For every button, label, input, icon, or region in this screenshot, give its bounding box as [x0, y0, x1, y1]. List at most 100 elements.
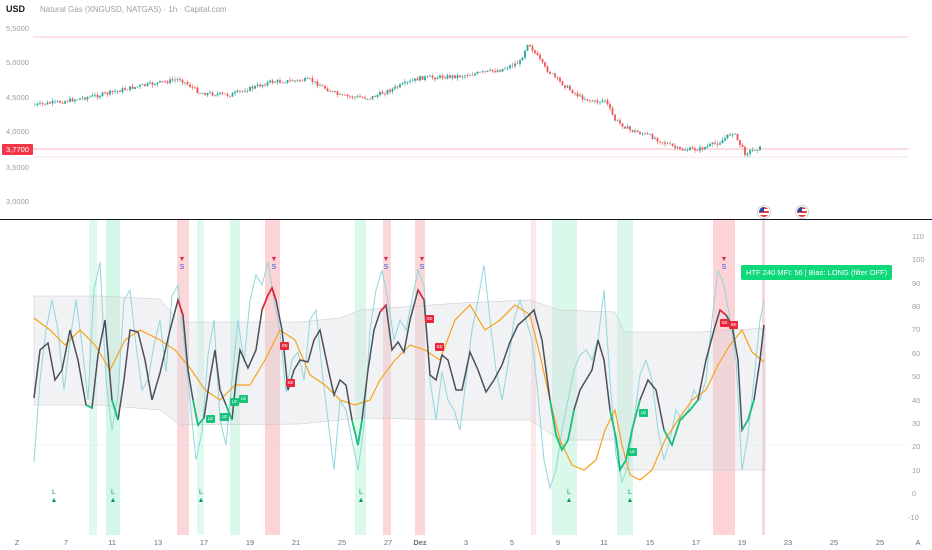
candle-body: [606, 100, 609, 105]
time-tick: 25: [829, 538, 839, 547]
candle-body: [204, 93, 206, 96]
candle-body: [746, 153, 749, 155]
candle-body: [39, 102, 41, 104]
candle-body: [681, 148, 684, 151]
candle-body: [386, 89, 389, 94]
pane-divider[interactable]: [0, 219, 932, 220]
time-tick: 21: [291, 538, 301, 547]
candle-body: [431, 75, 434, 78]
candle-body: [559, 77, 561, 82]
long-arrow-icon: ▲: [109, 497, 117, 504]
long-arrow-icon: ▲: [197, 497, 205, 504]
candle-body: [461, 76, 464, 78]
candle-body: [264, 84, 266, 86]
candle-body: [469, 75, 471, 76]
candle-body: [184, 82, 186, 83]
indicator-pane[interactable]: 110 100 90 80 70 60 50 40 30 20 10 0 -10: [0, 220, 932, 535]
candle-body: [626, 126, 629, 129]
time-tick: 17: [691, 538, 701, 547]
candle-body: [411, 80, 414, 82]
candle-body: [629, 126, 631, 130]
candle-body: [229, 95, 231, 97]
mfi-tick: -10: [908, 513, 919, 522]
candle-body: [216, 93, 219, 96]
candle-body: [239, 90, 241, 92]
candle-body: [426, 76, 429, 77]
candle-body: [521, 57, 524, 61]
candle-body: [686, 150, 689, 151]
mfi-tick: 80: [912, 302, 920, 311]
mfi-tick: 10: [912, 466, 920, 475]
candle-body: [729, 134, 731, 136]
us-flag-icon[interactable]: [757, 205, 771, 219]
timezone-toggle[interactable]: Z: [14, 538, 20, 547]
candle-body: [416, 78, 419, 81]
candle-body: [664, 142, 666, 144]
candle-body: [639, 132, 641, 135]
candle-body: [351, 96, 354, 98]
currency-label: USD: [6, 4, 26, 14]
candle-body: [304, 78, 306, 82]
candle-body: [271, 80, 274, 83]
candle-body: [429, 75, 431, 77]
candle-body: [236, 90, 239, 92]
candle-body: [514, 63, 516, 67]
us-flag-icon[interactable]: [795, 205, 809, 219]
short-arrow-icon: ▼: [178, 256, 186, 263]
candle-body: [366, 98, 369, 100]
candle-body: [201, 93, 204, 94]
candle-body: [511, 65, 514, 67]
candle-body: [711, 142, 714, 145]
candle-body: [166, 81, 169, 83]
mfi-overbought-segment: [177, 285, 727, 316]
candle-body: [169, 79, 171, 83]
candle-body: [46, 102, 49, 105]
time-axis[interactable]: Z 7 11 13 17 19 21 25 27 Dez 3 5 9 11 15…: [0, 535, 932, 550]
price-tick: 5,5000: [6, 24, 29, 33]
price-chart[interactable]: 5,5000 5,0000 4,5000 4,0000 3,5000 3,000…: [0, 0, 932, 219]
candle-body: [324, 85, 326, 89]
candle-body: [651, 134, 654, 140]
candle-body: [156, 82, 159, 85]
candle-body: [299, 79, 301, 81]
candle-body: [41, 102, 44, 104]
candle-body: [419, 76, 421, 81]
candle-body: [474, 73, 476, 76]
candle-body: [144, 84, 146, 86]
candle-body: [614, 114, 616, 121]
candle-body: [54, 101, 56, 102]
candle-body: [504, 68, 506, 70]
candle-body: [584, 99, 586, 100]
long-label: L: [199, 489, 203, 496]
candle-body: [506, 68, 509, 69]
candle-body: [539, 55, 541, 60]
symbol-title[interactable]: Natural Gas (XNGUSD, NATGAS) · 1h · Capi…: [40, 5, 227, 14]
candle-body: [434, 77, 436, 80]
auto-scale-toggle[interactable]: A: [915, 538, 921, 547]
candle-body: [691, 147, 694, 149]
candle-body: [534, 50, 536, 53]
candle-body: [226, 93, 229, 96]
candle-body: [709, 144, 711, 147]
candle-body: [36, 103, 39, 105]
candle-body: [56, 101, 59, 102]
short-entry-tag: SE: [435, 343, 444, 351]
candle-body: [176, 79, 179, 80]
time-tick: 17: [199, 538, 209, 547]
candle-body: [561, 81, 564, 86]
chart-header: USD Natural Gas (XNGUSD, NATGAS) · 1h · …: [0, 0, 932, 20]
candle-body: [704, 147, 706, 150]
candle-body: [389, 89, 391, 92]
candle-body: [111, 90, 114, 92]
candle-body: [174, 79, 176, 81]
price-pane[interactable]: 5,5000 5,0000 4,5000 4,0000 3,5000 3,000…: [0, 0, 932, 219]
candle-body: [731, 134, 734, 136]
candle-body: [599, 101, 601, 103]
short-zone: [531, 220, 536, 535]
mfi-chart[interactable]: 110 100 90 80 70 60 50 40 30 20 10 0 -10: [0, 220, 932, 535]
candle-body: [574, 93, 576, 94]
candle-body: [231, 93, 234, 97]
candle-body: [119, 90, 121, 92]
candle-body: [206, 93, 209, 96]
candle-body: [724, 137, 726, 141]
